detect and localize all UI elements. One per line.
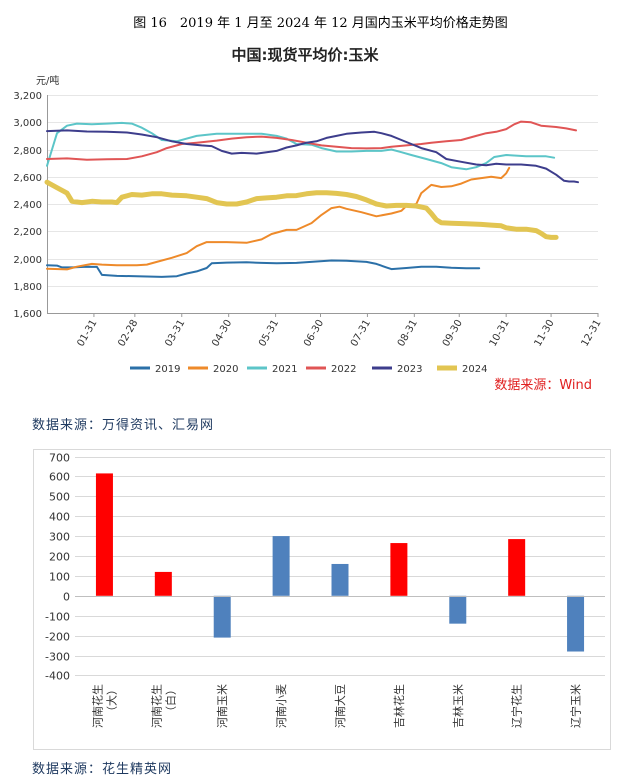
y-tick-label: -100 [45,611,70,624]
x-tick-label: 07-31 [349,318,373,349]
y-tick-label: 2,000 [13,255,42,266]
y-tick-label: 200 [49,551,70,564]
category-label: 辽宁玉米 [569,684,583,728]
category-label: 河南花生 [90,684,104,728]
y-tick-label: -200 [45,631,70,644]
y-tick-label: 2,600 [13,173,42,184]
series-line-2020 [46,166,511,271]
price-change-bar-chart: 700 600 500 400 300 200 100 0 -100 -200 -300 -400 河… [33,449,611,750]
category-label: 河南花生 [149,684,163,728]
series-line-2019 [46,259,481,278]
x-tick-label: 12-31 [580,318,604,349]
bar [390,543,408,596]
figure-caption: 图 16 2019 年 1 月至 2024 年 12 月国内玉米平均价格走势图 [133,16,508,31]
y-tick-label: -300 [45,651,70,664]
bar [272,536,290,596]
series-line-2021 [46,121,556,171]
y-tick-label: 3,200 [13,91,42,102]
x-tick-label: 04-30 [210,318,234,349]
y-tick-label: 0 [63,591,70,604]
category-label: 河南大豆 [333,684,347,728]
category-label: 吉林玉米 [451,684,465,728]
bar [449,595,467,624]
y-tick-label: 3,000 [13,118,42,129]
source-note-2: 数据来源：花生精英网 [32,762,173,777]
category-label: （白） [163,684,177,717]
legend-label-2023: 2023 [397,364,422,375]
bar [331,563,349,596]
series-line-2024 [44,179,559,240]
corn-price-line-chart: 中国:现货平均价:玉米 元/吨 1,600 1,800 2,000 2,200 2,40… [13,46,604,393]
x-tick-label: 03-31 [163,318,187,349]
y-tick-label: -400 [45,670,70,683]
category-label: 辽宁花生 [510,684,524,728]
category-label: 河南玉米 [216,684,229,728]
x-tick-label: 02-28 [116,318,140,349]
x-tick-label: 01-31 [75,318,99,349]
x-tick-label: 09-30 [441,318,465,349]
chart-frame [33,449,611,750]
y-tick-label: 700 [49,452,70,465]
source-note-1: 数据来源：万得资讯、汇易网 [32,418,215,433]
wind-source: 数据来源：Wind [494,378,592,393]
bar [154,571,172,596]
legend-label-2021: 2021 [272,364,297,375]
y-tick-label: 100 [49,571,70,584]
series-line-2022 [46,120,577,161]
y-tick-label: 2,200 [13,227,42,238]
x-tick-label: 10-31 [488,318,512,349]
y-tick-label: 1,800 [13,282,42,293]
x-tick-label: 05-31 [257,318,281,349]
x-tick-label: 11-30 [533,318,557,349]
y-tick-label: 500 [49,491,70,504]
y-tick-label: 600 [49,471,70,484]
category-label: 河南小麦 [275,684,288,728]
category-label: （大） [104,684,118,717]
y-tick-label: 300 [49,531,70,544]
bar [567,595,585,652]
y-tick-label: 2,400 [13,200,42,211]
x-tick-label: 08-31 [396,318,420,349]
legend-label-2019: 2019 [155,364,180,375]
bar [213,595,231,638]
bar [95,473,113,596]
y-tick-label: 1,600 [13,309,42,320]
y-axis-unit: 元/吨 [36,74,59,87]
series-line-2023 [46,129,579,184]
chart-title: 中国:现货平均价:玉米 [232,46,380,64]
bar [508,539,526,596]
legend-label-2024: 2024 [462,364,487,375]
y-tick-label: 2,800 [13,146,42,157]
category-label: 吉林花生 [392,684,406,728]
legend-label-2020: 2020 [213,364,238,375]
x-tick-label: 06-30 [302,318,326,349]
legend-label-2022: 2022 [331,364,356,375]
y-tick-label: 400 [49,511,70,524]
